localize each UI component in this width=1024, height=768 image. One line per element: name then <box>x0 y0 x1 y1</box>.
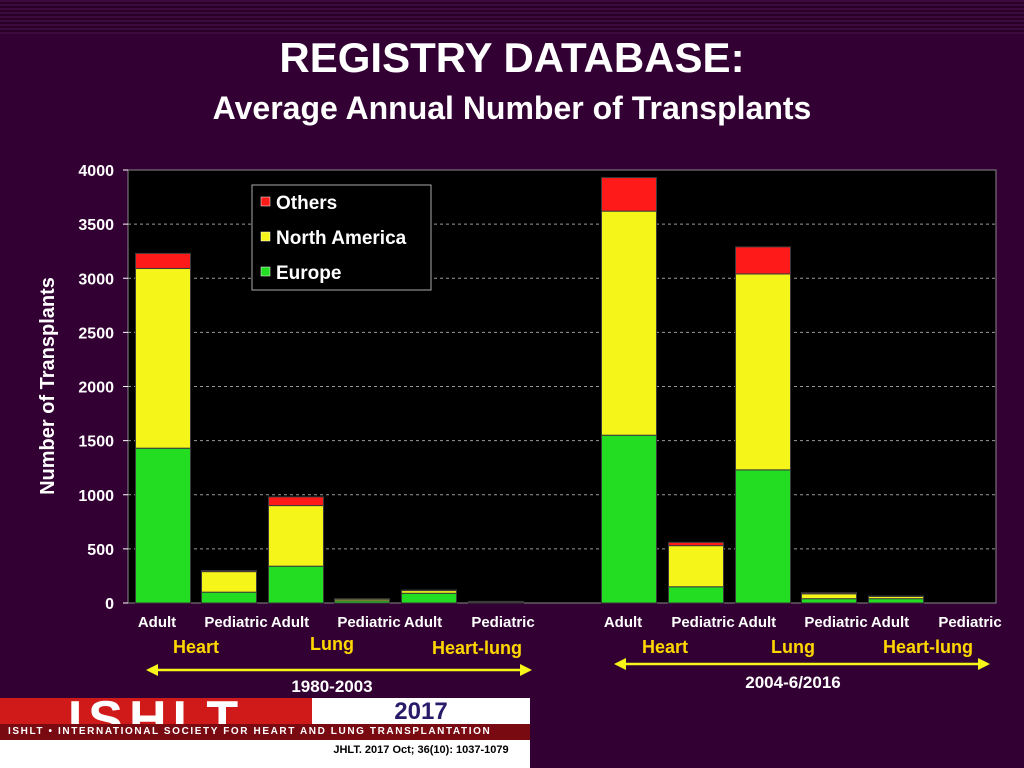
x-tick-label: Pediatric <box>938 614 1001 631</box>
x-tick-label: Adult <box>738 614 776 631</box>
x-tick-label: Adult <box>871 614 909 631</box>
legend-label-north-america: North America <box>276 228 407 249</box>
y-tick-label: 1500 <box>78 434 114 451</box>
y-tick-label: 0 <box>105 596 114 613</box>
legend: Others North America Europe <box>251 184 432 291</box>
y-tick-label: 1000 <box>78 488 114 505</box>
legend-label-europe: Europe <box>276 263 341 284</box>
bar-segment-north-america <box>668 545 724 588</box>
x-tick-label: Adult <box>604 614 642 631</box>
y-tick-label: 3000 <box>78 271 114 288</box>
bar-segment-north-america <box>468 600 524 603</box>
bar-segment-europe <box>201 591 257 604</box>
organ-label-lung-late: Lung <box>771 637 815 657</box>
x-axis-labels: Adult Pediatric Adult Pediatric Adult Pediatr… <box>138 614 1002 631</box>
bar-segment-others <box>135 252 191 270</box>
x-tick-label: Pediatric <box>471 614 534 631</box>
journal-citation: JHLT. 2017 Oct; 36(10): 1037-1079 <box>333 744 509 756</box>
y-axis-ticks: 0 500 1000 1500 2000 2500 3000 3500 4000 <box>78 163 128 613</box>
period-label-1980-2003: 1980-2003 <box>291 677 373 696</box>
y-tick-label: 500 <box>87 542 114 559</box>
legend-swatch-north-america <box>260 231 271 242</box>
page-title: REGISTRY DATABASE: <box>279 34 745 81</box>
x-tick-label: Adult <box>138 614 176 631</box>
x-tick-label: Adult <box>404 614 442 631</box>
footer-banner: ISHLT ISHLT • INTERNATIONAL SOCIETY FOR … <box>0 698 530 768</box>
x-tick-label: Adult <box>271 614 309 631</box>
bar-segment-europe <box>401 592 457 604</box>
bar-segment-europe <box>601 434 657 604</box>
bar-segment-north-america <box>801 593 857 600</box>
bar-segment-europe <box>135 447 191 604</box>
bar-segment-north-america <box>601 210 657 436</box>
legend-swatch-others <box>260 196 271 207</box>
bar-segment-others <box>868 595 924 598</box>
bar-segment-others <box>735 246 791 275</box>
organ-label-heart-early: Heart <box>172 637 220 657</box>
organ-label-lung-early: Lung <box>310 634 354 654</box>
y-tick-label: 2000 <box>78 380 114 397</box>
period-label-2004-2016: 2004-6/2016 <box>745 673 841 692</box>
organ-label-heartlung-early: Heart-lung <box>432 638 522 658</box>
y-tick-label: 2500 <box>78 325 114 342</box>
x-tick-label: Pediatric <box>671 614 734 631</box>
bar-segment-north-america <box>268 505 324 567</box>
y-axis-label: Number of Transplants <box>37 277 59 495</box>
x-tick-label: Pediatric <box>804 614 867 631</box>
bar-segment-europe <box>868 598 924 604</box>
bar-segment-north-america <box>735 273 791 471</box>
bar-segment-others <box>601 177 657 212</box>
period-arrow-1980-2003 <box>146 664 532 676</box>
bar-segment-europe <box>268 565 324 604</box>
x-tick-label: Pediatric <box>204 614 267 631</box>
y-tick-label: 4000 <box>78 163 114 180</box>
x-tick-label: Pediatric <box>337 614 400 631</box>
bar-segment-others <box>801 592 857 595</box>
bars <box>135 177 924 604</box>
organ-label-heartlung-late: Heart-lung <box>883 637 973 657</box>
organ-label-heart-late: Heart <box>641 637 689 657</box>
society-tagline: ISHLT • INTERNATIONAL SOCIETY FOR HEART … <box>0 724 530 740</box>
bar-segment-europe <box>668 586 724 604</box>
bar-segment-others <box>201 570 257 573</box>
y-tick-label: 3500 <box>78 217 114 234</box>
period-arrow-2004-2016 <box>614 658 990 670</box>
legend-swatch-europe <box>260 266 271 277</box>
legend-box <box>251 184 432 291</box>
publication-year: 2017 <box>394 698 448 725</box>
bar-segment-others <box>268 496 324 507</box>
top-decorative-strip <box>0 0 1024 34</box>
legend-label-others: Others <box>276 193 337 214</box>
bar-segment-north-america <box>201 571 257 593</box>
page-subtitle: Average Annual Number of Transplants <box>212 90 812 126</box>
bar-segment-others <box>334 598 390 600</box>
bar-segment-others <box>668 541 724 547</box>
bar-segment-europe <box>801 598 857 604</box>
bar-segment-north-america <box>135 268 191 449</box>
bar-segment-others <box>401 589 457 592</box>
bar-segment-europe <box>735 469 791 604</box>
